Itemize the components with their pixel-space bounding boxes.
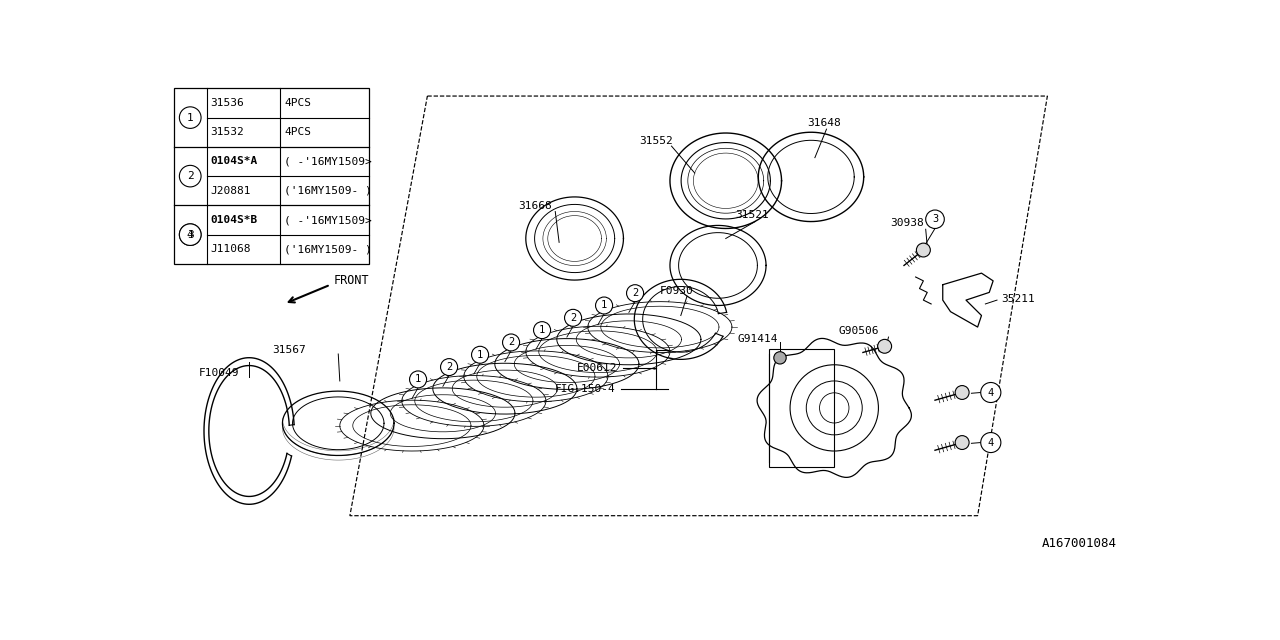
Text: F0930: F0930 — [660, 286, 694, 296]
Text: 4: 4 — [988, 438, 995, 447]
Text: 0104S*A: 0104S*A — [210, 157, 257, 166]
Text: G90506: G90506 — [838, 326, 878, 336]
Text: 2: 2 — [445, 362, 452, 372]
Text: ( -'16MY1509>: ( -'16MY1509> — [284, 157, 371, 166]
Text: 0104S*B: 0104S*B — [210, 215, 257, 225]
Text: 2: 2 — [570, 313, 576, 323]
Circle shape — [774, 352, 786, 364]
Circle shape — [503, 334, 520, 351]
Circle shape — [471, 346, 489, 364]
Text: ('16MY1509- ): ('16MY1509- ) — [284, 244, 371, 254]
Circle shape — [980, 433, 1001, 452]
Circle shape — [534, 322, 550, 339]
Circle shape — [955, 385, 969, 399]
Text: 30938: 30938 — [890, 218, 924, 228]
Text: 4PCS: 4PCS — [284, 98, 311, 108]
Text: 31532: 31532 — [210, 127, 244, 137]
Bar — [174, 88, 369, 264]
Text: E00612: E00612 — [577, 363, 617, 373]
Circle shape — [626, 285, 644, 301]
Text: 4PCS: 4PCS — [284, 127, 311, 137]
Text: F10049: F10049 — [198, 368, 239, 378]
Text: 1: 1 — [187, 113, 193, 123]
Text: 31567: 31567 — [273, 345, 306, 355]
Text: G91414: G91414 — [737, 333, 778, 344]
Text: ('16MY1509- ): ('16MY1509- ) — [284, 186, 371, 196]
Text: 2: 2 — [632, 288, 639, 298]
Text: 2: 2 — [187, 171, 193, 181]
Text: J20881: J20881 — [210, 186, 251, 196]
Text: 31668: 31668 — [518, 201, 552, 211]
Text: 1: 1 — [477, 350, 484, 360]
Circle shape — [440, 358, 458, 376]
Text: J11068: J11068 — [210, 244, 251, 254]
Circle shape — [179, 224, 201, 245]
Text: 35211: 35211 — [1001, 294, 1034, 303]
Text: 31536: 31536 — [210, 98, 244, 108]
Text: 1: 1 — [539, 325, 545, 335]
Text: 4: 4 — [988, 387, 995, 397]
Circle shape — [410, 371, 426, 388]
Bar — [769, 349, 835, 467]
Circle shape — [595, 297, 613, 314]
Text: ( -'16MY1509>: ( -'16MY1509> — [284, 215, 371, 225]
Text: FRONT: FRONT — [334, 275, 369, 287]
Circle shape — [179, 224, 201, 245]
Text: 1: 1 — [415, 374, 421, 385]
Circle shape — [878, 339, 892, 353]
Circle shape — [179, 165, 201, 187]
Circle shape — [564, 309, 581, 326]
Text: FIG.150-4: FIG.150-4 — [556, 383, 616, 394]
Circle shape — [916, 243, 931, 257]
Circle shape — [980, 383, 1001, 403]
Text: 4: 4 — [187, 230, 193, 239]
Text: 3: 3 — [187, 230, 193, 239]
Text: 31521: 31521 — [735, 211, 769, 220]
Circle shape — [179, 107, 201, 129]
Circle shape — [925, 210, 945, 228]
Text: 31552: 31552 — [639, 136, 673, 146]
Text: 31648: 31648 — [808, 118, 841, 128]
Text: 1: 1 — [600, 301, 607, 310]
Text: A167001084: A167001084 — [1042, 538, 1117, 550]
Text: 3: 3 — [932, 214, 938, 224]
Text: 2: 2 — [508, 337, 515, 348]
Circle shape — [955, 436, 969, 449]
